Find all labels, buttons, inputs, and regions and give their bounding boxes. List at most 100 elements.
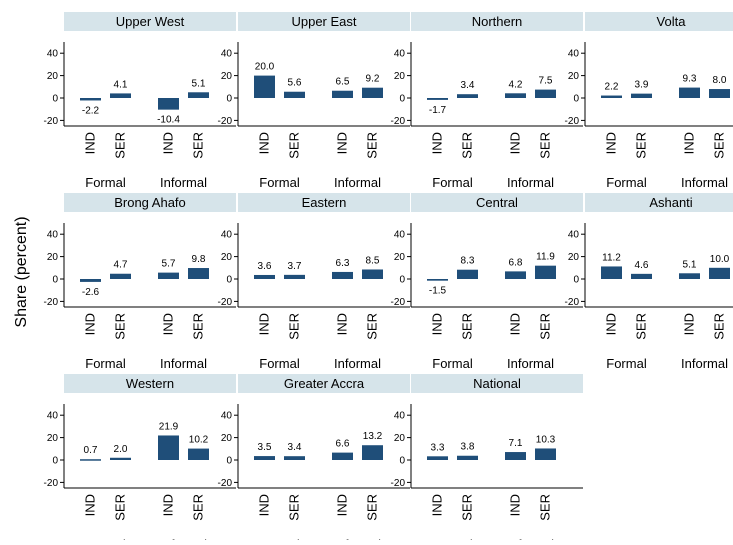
panel-title: Central xyxy=(476,195,518,210)
bar xyxy=(254,274,275,279)
x-tick-label: IND xyxy=(508,132,523,154)
x-tick-label: SER xyxy=(287,132,302,159)
y-tick-label: -20 xyxy=(218,297,233,308)
data-label: 6.5 xyxy=(336,77,350,88)
x-tick-label: SER xyxy=(191,313,206,340)
data-label: 9.2 xyxy=(366,74,380,85)
x-tick-label: SER xyxy=(365,132,380,159)
data-label: 3.5 xyxy=(258,442,272,453)
data-label: 3.6 xyxy=(258,261,272,272)
x-tick-label: SER xyxy=(113,494,128,521)
data-label: 4.6 xyxy=(635,260,649,271)
y-tick-label: 0 xyxy=(573,275,579,286)
data-label: 3.8 xyxy=(461,442,475,453)
y-tick-label: -20 xyxy=(391,297,406,308)
data-label: 2.0 xyxy=(114,444,128,455)
x-tick-label: IND xyxy=(604,132,619,154)
bar xyxy=(284,274,305,279)
data-label: 9.8 xyxy=(192,254,206,265)
panel-header xyxy=(64,374,236,393)
data-label: 3.9 xyxy=(635,80,649,91)
data-label: 13.2 xyxy=(363,431,383,442)
y-tick-label: 40 xyxy=(47,411,59,422)
x-tick-label: IND xyxy=(604,313,619,335)
data-label: 3.4 xyxy=(288,442,302,453)
panel-title: Western xyxy=(126,376,174,391)
panel-brong-ahafo: Brong Ahafo -20 0 20 40 -2.6 IND 4.7 SER 5.7 IND 9.… xyxy=(44,193,236,371)
data-label: -10.4 xyxy=(157,115,180,126)
panel-title: Ashanti xyxy=(649,195,692,210)
x-tick-label: SER xyxy=(538,132,553,159)
bar xyxy=(709,89,730,98)
y-tick-label: 40 xyxy=(47,49,59,60)
group-label: Formal xyxy=(85,175,126,190)
bar xyxy=(535,448,556,460)
panel-header xyxy=(238,12,410,31)
bar xyxy=(709,267,730,279)
panel-header xyxy=(238,374,410,393)
data-label: 21.9 xyxy=(159,421,179,432)
data-label: 5.1 xyxy=(683,259,697,270)
group-label: Informal xyxy=(334,356,381,371)
x-tick-label: SER xyxy=(287,494,302,521)
data-label: 6.8 xyxy=(509,257,523,268)
bar xyxy=(679,273,700,279)
panel-header xyxy=(411,193,583,212)
data-label: 8.3 xyxy=(461,256,475,267)
panel-upper-east: Upper East -20 0 20 40 20.0 IND 5.6 SER 6.5 IND 9.2… xyxy=(218,12,410,190)
panel-national: National -20 0 20 40 3.3 IND 3.8 SER 7.1 IND 10.3 SE… xyxy=(391,374,583,545)
x-tick-label: IND xyxy=(257,494,272,516)
x-tick-label: IND xyxy=(161,494,176,516)
data-label: 4.7 xyxy=(114,260,128,271)
data-label: 20.0 xyxy=(255,62,275,73)
panel-header xyxy=(585,193,733,212)
bar xyxy=(110,457,131,460)
x-tick-label: IND xyxy=(161,132,176,154)
data-label: 6.3 xyxy=(336,258,350,269)
data-label: -1.7 xyxy=(429,105,447,116)
bar xyxy=(158,98,179,110)
panel-header xyxy=(585,12,733,31)
panel-upper-west: Upper West -20 0 20 40 -2.2 IND 4.1 SER -10.4 IND 5… xyxy=(44,12,236,190)
bar xyxy=(631,273,652,279)
panel-title: Upper East xyxy=(291,14,356,29)
panel-title: Upper West xyxy=(116,14,185,29)
bar xyxy=(110,273,131,279)
panel-title: Brong Ahafo xyxy=(114,195,186,210)
bar xyxy=(188,268,209,279)
y-tick-label: 0 xyxy=(573,94,579,105)
x-tick-label: SER xyxy=(538,494,553,521)
x-tick-label: SER xyxy=(460,313,475,340)
y-tick-label: 40 xyxy=(394,411,406,422)
bar xyxy=(362,445,383,460)
y-tick-label: 20 xyxy=(394,252,406,263)
bar xyxy=(80,98,101,101)
group-label: Informal xyxy=(334,175,381,190)
x-tick-label: IND xyxy=(161,313,176,335)
x-tick-label: SER xyxy=(538,313,553,340)
x-tick-label: SER xyxy=(113,132,128,159)
data-label: -2.2 xyxy=(82,105,100,116)
y-tick-label: 40 xyxy=(568,230,580,241)
group-label: Formal xyxy=(606,175,647,190)
panel-greater-accra: Greater Accra -20 0 20 40 3.5 IND 3.4 SER 6.6 IND 1… xyxy=(218,374,410,545)
y-tick-label: 20 xyxy=(221,71,233,82)
bar xyxy=(505,93,526,98)
y-tick-label: -20 xyxy=(44,297,59,308)
x-tick-label: SER xyxy=(712,313,727,340)
panel-ashanti: Ashanti -20 0 20 40 11.2 IND 4.6 SER 5.1 IND 10.0 SE… xyxy=(565,193,733,371)
y-tick-label: 40 xyxy=(221,230,233,241)
y-tick-label: 20 xyxy=(221,252,233,263)
bar xyxy=(601,95,622,98)
y-tick-label: 40 xyxy=(568,49,580,60)
y-tick-label: 20 xyxy=(394,433,406,444)
bar xyxy=(457,94,478,98)
panel-title: Northern xyxy=(472,14,523,29)
data-label: 3.4 xyxy=(461,80,475,91)
group-label: Formal xyxy=(606,356,647,371)
group-label: Formal xyxy=(85,356,126,371)
x-tick-label: SER xyxy=(191,494,206,521)
group-label: Informal xyxy=(681,356,728,371)
y-tick-label: 0 xyxy=(399,456,405,467)
bar xyxy=(362,269,383,279)
